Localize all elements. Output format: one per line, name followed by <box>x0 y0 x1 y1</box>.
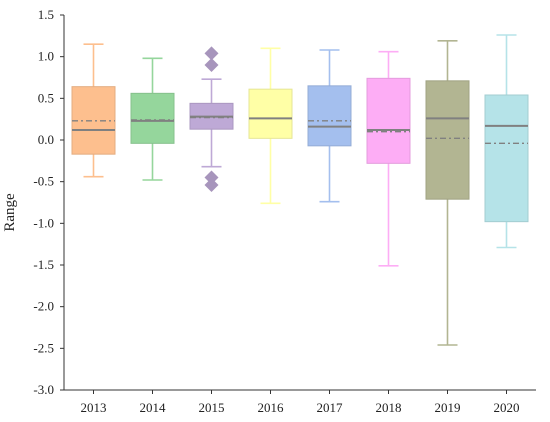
box-2019 <box>425 40 470 346</box>
y-tick-label: -1.5 <box>33 257 54 272</box>
y-axis-ticks: 1.5 1.0 0.5 0.0 -0.5 -1.0 -1.5 -2.0 -2.5 -3.0 <box>33 7 64 397</box>
x-tick-label: 2015 <box>199 400 225 415</box>
y-tick-label: 0.5 <box>38 90 54 105</box>
boxes <box>71 34 529 346</box>
box-2020 <box>484 34 529 249</box>
outlier-point <box>204 170 219 185</box>
box-2014 <box>130 57 175 181</box>
y-tick-label: -2.0 <box>33 299 54 314</box>
x-tick-label: 2018 <box>376 400 402 415</box>
x-tick-label: 2014 <box>140 400 167 415</box>
y-axis-title: Range <box>2 193 18 232</box>
y-tick-label: 1.0 <box>38 49 54 64</box>
outlier-point <box>204 46 219 61</box>
axes <box>63 15 536 391</box>
y-tick-label: -1.0 <box>33 215 54 230</box>
box-rect <box>425 80 470 200</box>
y-tick-label: -0.5 <box>33 174 54 189</box>
box-rect <box>71 86 116 155</box>
x-tick-label: 2017 <box>317 400 344 415</box>
x-tick-label: 2020 <box>494 400 520 415</box>
y-tick-label: 0.0 <box>38 132 54 147</box>
x-tick-label: 2016 <box>258 400 285 415</box>
outlier-point <box>204 178 219 192</box>
outlier-point <box>204 58 219 72</box>
box-2013 <box>71 43 116 178</box>
box-rect <box>248 88 293 139</box>
box-2016 <box>248 47 293 205</box>
y-tick-label: -3.0 <box>33 382 54 397</box>
box-2018 <box>366 50 411 267</box>
box-rect <box>484 94 529 223</box>
box-rect <box>366 77 411 164</box>
x-tick-label: 2019 <box>435 400 461 415</box>
x-tick-label: 2013 <box>81 400 107 415</box>
x-axis-ticks: 2013 2014 2015 2016 2017 2018 2019 2020 <box>81 390 520 415</box>
y-tick-label: -2.5 <box>33 340 54 355</box>
box-2015 <box>189 46 234 192</box>
box-rect <box>130 92 175 144</box>
box-rect <box>307 85 352 147</box>
box-2017 <box>307 49 352 203</box>
y-tick-label: 1.5 <box>38 7 54 22</box>
